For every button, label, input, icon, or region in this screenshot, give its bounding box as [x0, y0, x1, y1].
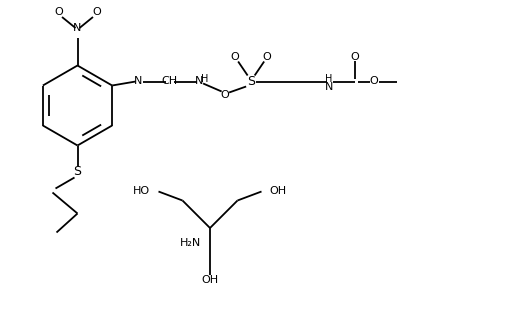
Text: OH: OH — [201, 275, 219, 285]
Text: N: N — [73, 23, 82, 33]
Text: N: N — [134, 77, 142, 87]
Text: O: O — [263, 52, 271, 62]
Text: O: O — [231, 52, 239, 62]
Text: N: N — [195, 77, 203, 87]
Text: O: O — [351, 52, 359, 62]
Text: O: O — [92, 7, 101, 17]
Text: OH: OH — [269, 186, 287, 196]
Text: H₂N: H₂N — [180, 238, 201, 248]
Text: O: O — [370, 77, 378, 87]
Text: H: H — [326, 74, 333, 84]
Text: H: H — [201, 74, 209, 84]
Text: HO: HO — [133, 186, 151, 196]
Text: N: N — [325, 83, 334, 93]
Text: S: S — [73, 165, 82, 178]
Text: O: O — [221, 91, 230, 101]
Text: O: O — [54, 7, 63, 17]
Text: S: S — [247, 75, 255, 88]
Text: CH: CH — [161, 77, 177, 87]
